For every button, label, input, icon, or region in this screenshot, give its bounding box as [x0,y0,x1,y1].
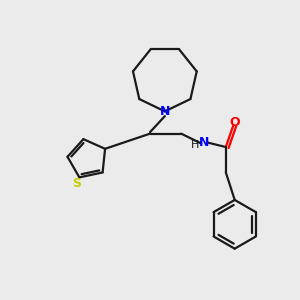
Text: S: S [73,177,82,190]
Text: N: N [160,105,170,118]
Text: O: O [230,116,240,129]
Text: H: H [190,140,199,150]
Text: N: N [199,136,209,149]
